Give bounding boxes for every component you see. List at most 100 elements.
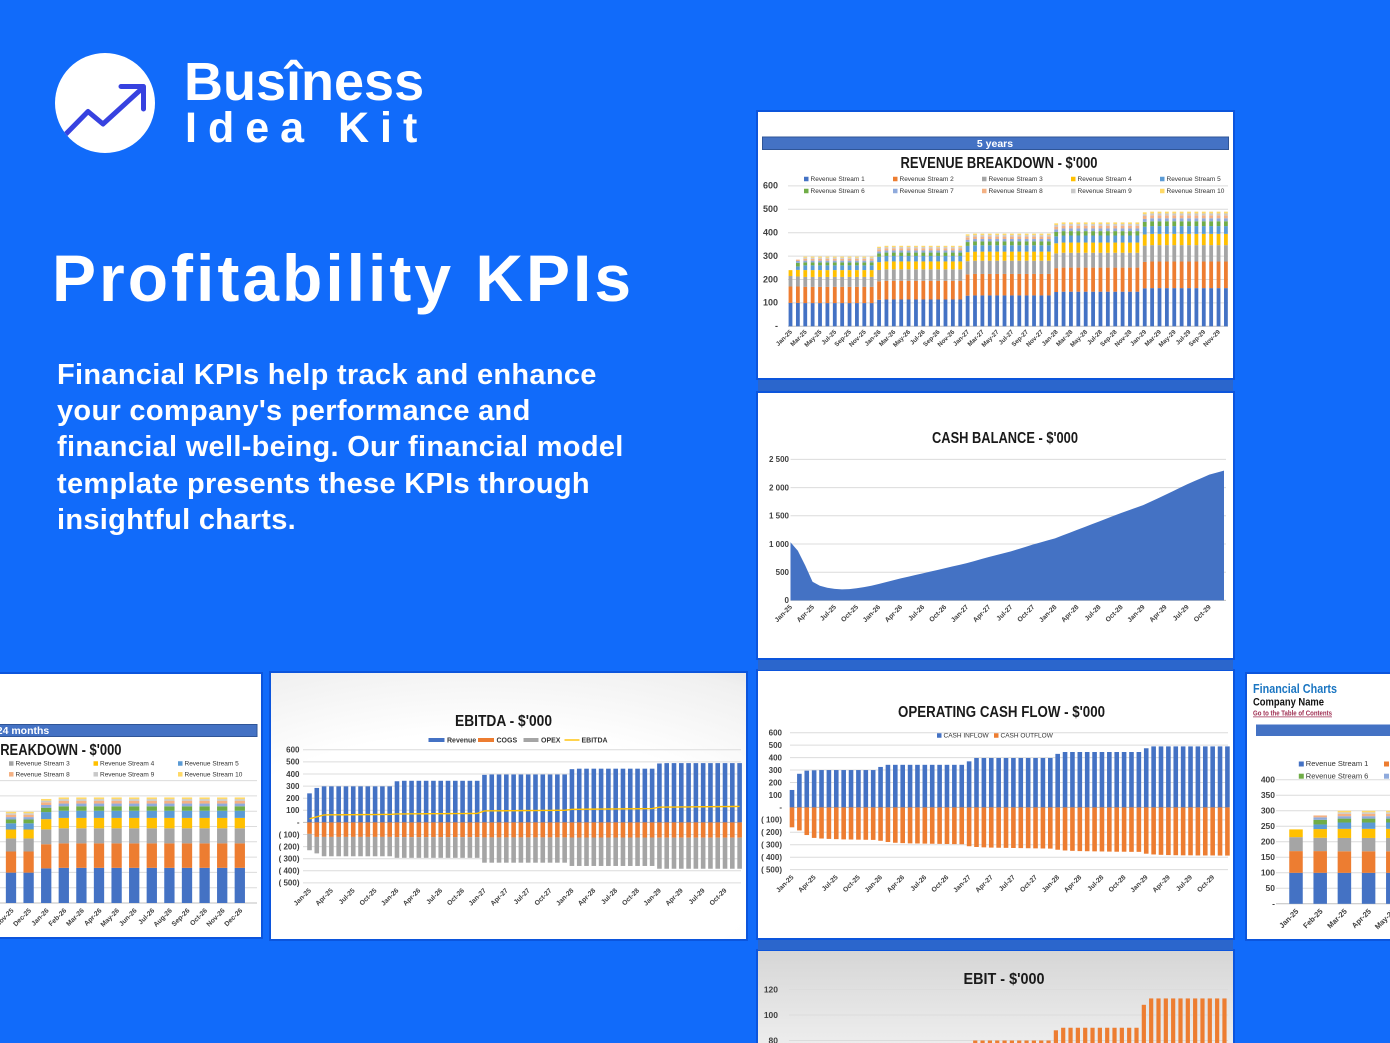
svg-text:( 500): ( 500) (279, 879, 300, 888)
svg-text:OPEX: OPEX (541, 738, 561, 745)
svg-text:Go to the Table of Contents: Go to the Table of Contents (1253, 709, 1332, 718)
svg-text:80: 80 (769, 1035, 779, 1043)
svg-text:Oct-25: Oct-25 (842, 874, 862, 894)
svg-text:Nov-26: Nov-26 (206, 907, 227, 928)
svg-text:Oct-29: Oct-29 (1193, 604, 1213, 624)
svg-text:300: 300 (286, 782, 300, 791)
svg-text:150: 150 (1261, 852, 1275, 862)
svg-text:-: - (775, 321, 778, 331)
svg-text:2 500: 2 500 (769, 455, 790, 464)
svg-text:Apr-29: Apr-29 (1152, 874, 1172, 894)
svg-text:-: - (297, 818, 300, 827)
svg-text:Jul-25: Jul-25 (819, 604, 838, 623)
svg-text:( 200): ( 200) (279, 842, 300, 851)
svg-text:Jan-28: Jan-28 (555, 887, 575, 907)
svg-text:500: 500 (769, 741, 783, 750)
svg-text:( 300): ( 300) (279, 855, 300, 864)
svg-text:EBITDA: EBITDA (582, 738, 608, 745)
svg-text:Oct-27: Oct-27 (1016, 604, 1036, 624)
svg-text:Jul-28: Jul-28 (1087, 874, 1106, 893)
svg-text:Jul-28: Jul-28 (600, 887, 619, 906)
svg-text:Jul-27: Jul-27 (995, 604, 1014, 623)
svg-text:Apr-27: Apr-27 (490, 887, 510, 907)
svg-text:Apr-26: Apr-26 (402, 887, 422, 907)
svg-text:Jul-28: Jul-28 (1084, 604, 1103, 623)
svg-text:Mar-26: Mar-26 (65, 907, 86, 928)
svg-text:100: 100 (764, 1010, 778, 1020)
svg-text:Feb-25: Feb-25 (1301, 907, 1324, 930)
svg-text:Oct-27: Oct-27 (534, 887, 554, 907)
svg-text:2 000: 2 000 (769, 483, 790, 492)
svg-text:Sep-26: Sep-26 (171, 907, 192, 928)
svg-text:1 000: 1 000 (769, 540, 790, 549)
svg-text:200: 200 (769, 778, 783, 787)
svg-text:Apr-26: Apr-26 (886, 874, 906, 894)
svg-text:Revenue Stream 10: Revenue Stream 10 (185, 772, 243, 779)
svg-text:Jun-26: Jun-26 (118, 907, 139, 928)
svg-text:( 300): ( 300) (761, 841, 782, 850)
svg-text:Jan-25: Jan-25 (774, 604, 794, 624)
svg-text:Aug-26: Aug-26 (153, 907, 174, 928)
svg-text:500: 500 (763, 204, 778, 214)
svg-text:Jul-25: Jul-25 (821, 874, 840, 893)
svg-text:Jul-25: Jul-25 (338, 887, 357, 906)
svg-text:Revenue Stream 1: Revenue Stream 1 (1306, 759, 1369, 768)
svg-text:Oct-25: Oct-25 (359, 887, 379, 907)
svg-text:Jan-28: Jan-28 (1038, 604, 1058, 624)
svg-text:250: 250 (1261, 821, 1275, 831)
svg-text:Revenue Stream 8: Revenue Stream 8 (989, 188, 1044, 195)
svg-text:( 400): ( 400) (761, 853, 782, 862)
svg-text:Revenue Stream 3: Revenue Stream 3 (989, 176, 1044, 183)
svg-text:100: 100 (286, 806, 300, 815)
svg-text:Jul-27: Jul-27 (513, 887, 532, 906)
svg-text:COGS: COGS (497, 738, 518, 745)
svg-text:0: 0 (785, 596, 790, 605)
svg-text:Revenue Stream 7: Revenue Stream 7 (900, 188, 955, 195)
svg-text:Apr-25: Apr-25 (1350, 907, 1373, 930)
svg-text:Oct-26: Oct-26 (928, 604, 948, 624)
svg-text:500: 500 (286, 758, 300, 767)
svg-text:Jul-29: Jul-29 (1175, 874, 1194, 893)
svg-text:( 200): ( 200) (761, 828, 782, 837)
svg-text:( 100): ( 100) (279, 830, 300, 839)
svg-text:CASH INFLOW: CASH INFLOW (944, 733, 990, 740)
svg-text:Revenue Stream 10: Revenue Stream 10 (1167, 188, 1225, 195)
svg-text:Revenue Stream 4: Revenue Stream 4 (100, 761, 155, 768)
svg-text:600: 600 (763, 181, 778, 191)
svg-text:OPERATING CASH FLOW - $'000: OPERATING CASH FLOW - $'000 (898, 704, 1105, 721)
svg-text:Jan-26: Jan-26 (864, 874, 884, 894)
svg-text:Nov-29: Nov-29 (1202, 328, 1222, 348)
svg-text:Revenue Stream 3: Revenue Stream 3 (16, 761, 71, 768)
svg-text:Dec-25: Dec-25 (12, 907, 33, 928)
svg-text:50: 50 (1266, 883, 1276, 893)
svg-text:Revenue Stream 1: Revenue Stream 1 (811, 176, 866, 183)
svg-text:400: 400 (1261, 775, 1275, 785)
svg-text:Jan-29: Jan-29 (1129, 874, 1149, 894)
svg-text:Jan-26: Jan-26 (862, 604, 882, 624)
svg-text:400: 400 (769, 753, 783, 762)
svg-text:300: 300 (763, 251, 778, 261)
svg-text:24 months: 24 months (0, 725, 49, 737)
svg-text:Jul-26: Jul-26 (909, 874, 928, 893)
svg-text:Apr-25: Apr-25 (315, 887, 335, 907)
svg-text:( 400): ( 400) (279, 867, 300, 876)
svg-text:600: 600 (769, 729, 783, 738)
svg-text:Revenue Stream 9: Revenue Stream 9 (1078, 188, 1133, 195)
svg-text:Revenue Stream 4: Revenue Stream 4 (1078, 176, 1133, 183)
svg-text:May-27: May-27 (981, 328, 1001, 348)
svg-text:Dec-26: Dec-26 (223, 907, 244, 928)
svg-text:120: 120 (764, 984, 778, 994)
svg-text:-: - (1272, 899, 1275, 909)
svg-text:Apr-28: Apr-28 (1063, 874, 1083, 894)
svg-text:Oct-26: Oct-26 (446, 887, 466, 907)
svg-text:200: 200 (763, 274, 778, 284)
svg-text:REVENUE BREAKDOWN - $'000: REVENUE BREAKDOWN - $'000 (0, 742, 122, 759)
svg-text:EBIT - $'000: EBIT - $'000 (964, 971, 1045, 988)
svg-text:Jan-29: Jan-29 (1126, 604, 1146, 624)
svg-text:Jan-26: Jan-26 (380, 887, 400, 907)
svg-text:Feb-26: Feb-26 (48, 907, 69, 928)
svg-text:Apr-26: Apr-26 (884, 604, 904, 624)
svg-text:Jul-26: Jul-26 (907, 604, 926, 623)
svg-text:-: - (779, 803, 782, 812)
svg-text:Oct-29: Oct-29 (709, 887, 729, 907)
